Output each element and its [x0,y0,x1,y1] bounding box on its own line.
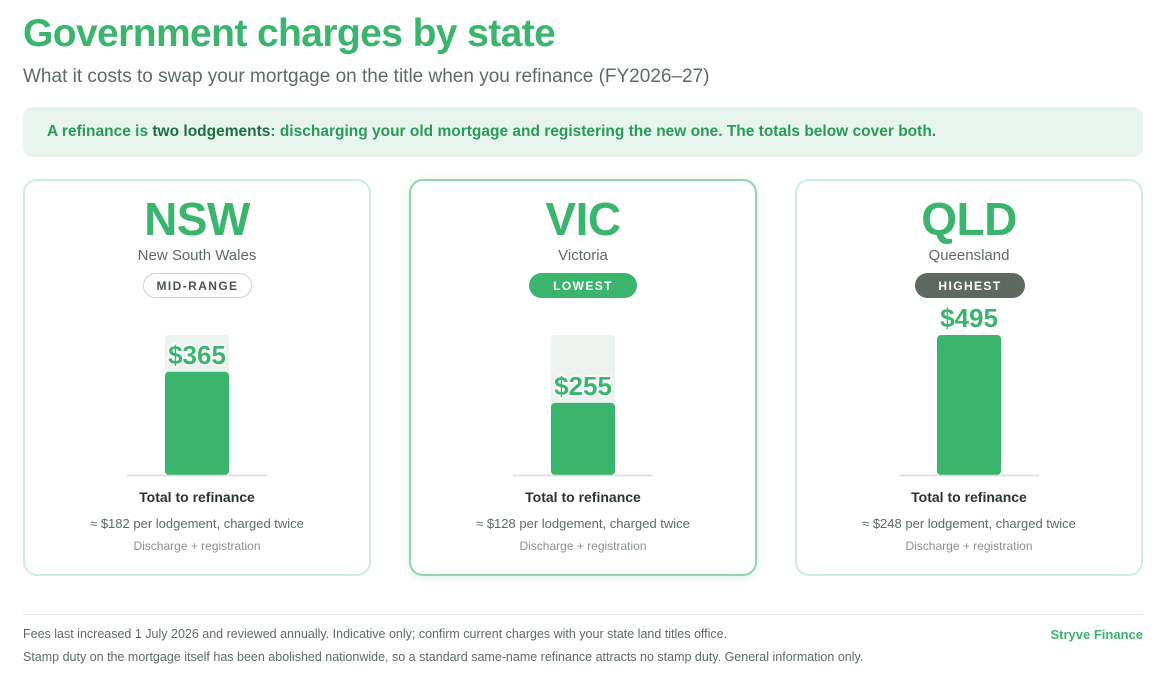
state-card-nsw: NSW New South Wales MID-RANGE $365 Total… [23,179,371,576]
state-name: Victoria [558,247,608,264]
state-code: NSW [144,193,250,245]
total-caption: Total to refinance [139,489,255,505]
footer-note-fees: Fees last increased 1 July 2026 and revi… [23,627,728,641]
bar [551,402,615,475]
rank-badge: MID-RANGE [143,273,252,298]
banner-bold: two lodgements [152,123,271,140]
bar [165,371,229,475]
bar-chart: $255 [513,335,653,477]
bar-chart: $495 [899,302,1039,477]
lodgement-note: ≈ $248 per lodgement, charged twice [862,516,1076,531]
state-card-qld: QLD Queensland HIGHEST $495 Total to ref… [795,179,1143,576]
footer-divider [23,614,1143,615]
bar-chart: $365 [127,335,267,477]
state-card-vic: VIC Victoria LOWEST $255 Total to refina… [409,179,757,576]
value-label: $255 [554,371,612,401]
footer-note-stamp-duty: Stamp duty on the mortgage itself has be… [23,650,864,664]
bar [937,335,1001,475]
total-caption: Total to refinance [911,489,1027,505]
state-name: Queensland [928,247,1010,264]
lodgement-note: ≈ $182 per lodgement, charged twice [90,516,304,531]
state-code: QLD [921,193,1017,245]
rank-badge: LOWEST [529,273,637,298]
value-label: $495 [940,303,998,333]
info-banner: A refinance is two lodgements: dischargi… [23,107,1143,157]
rank-badge: HIGHEST [915,273,1025,298]
fee-components: Discharge + registration [519,539,647,553]
fee-components: Discharge + registration [905,539,1033,553]
banner-suffix: : discharging your old mortgage and regi… [270,123,937,140]
fee-components: Discharge + registration [133,539,261,553]
page-subtitle: What it costs to swap your mortgage on t… [23,66,710,87]
state-code: VIC [545,193,621,245]
lodgement-note: ≈ $128 per lodgement, charged twice [476,516,690,531]
total-caption: Total to refinance [525,489,641,505]
banner-prefix: A refinance is [47,123,153,140]
page-title: Government charges by state [23,12,556,55]
brand-link[interactable]: Stryve Finance [1050,627,1144,642]
state-name: New South Wales [137,247,257,264]
value-label: $365 [168,340,226,370]
